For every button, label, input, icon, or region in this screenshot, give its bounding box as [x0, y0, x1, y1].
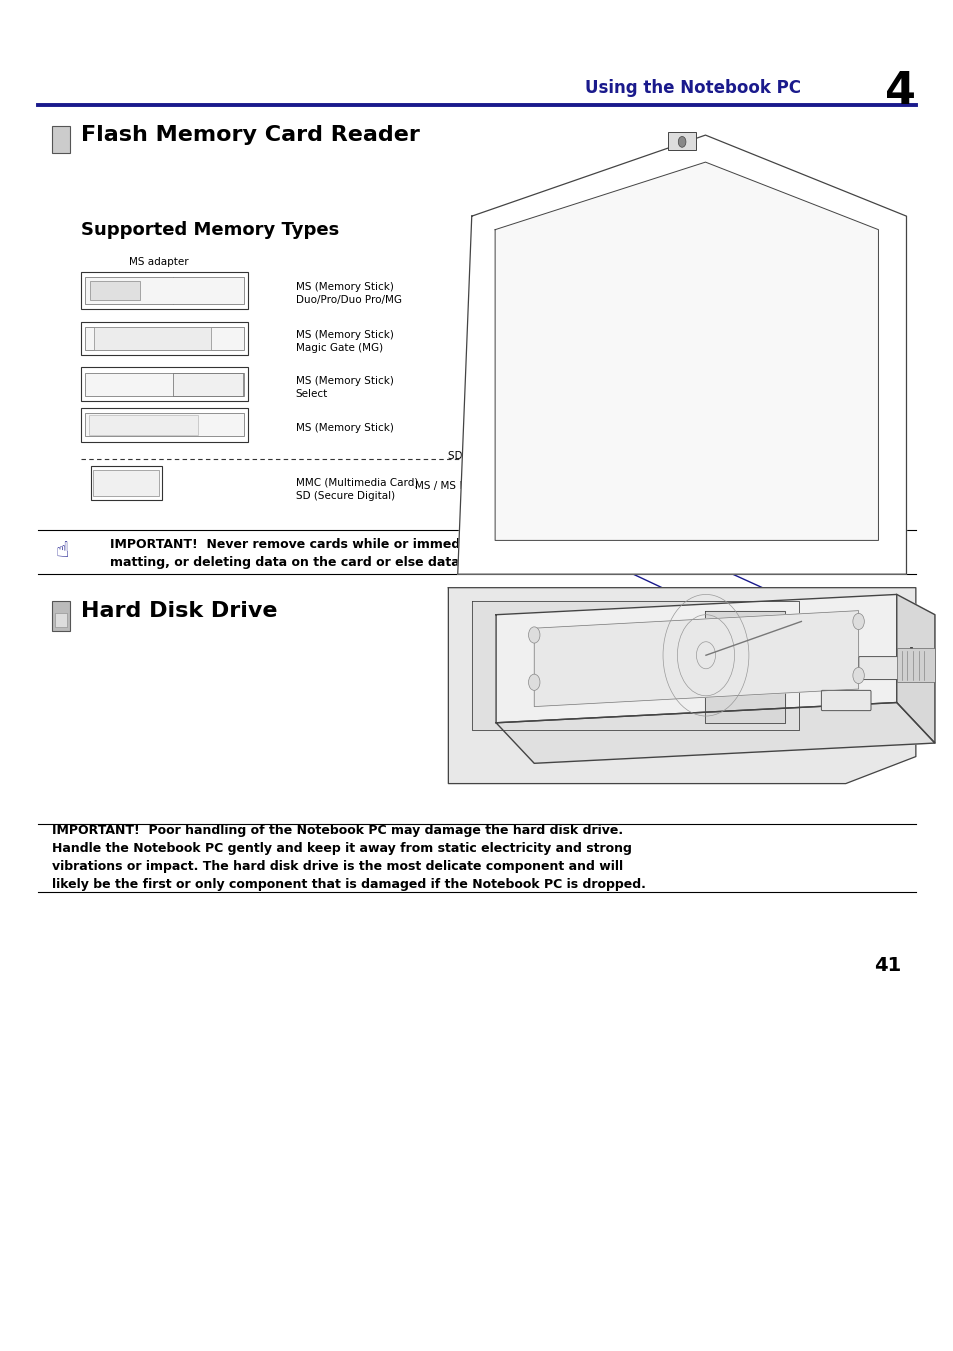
- Polygon shape: [496, 594, 896, 723]
- Circle shape: [528, 627, 539, 643]
- FancyBboxPatch shape: [858, 657, 912, 680]
- FancyBboxPatch shape: [81, 322, 248, 355]
- FancyBboxPatch shape: [55, 613, 67, 627]
- Polygon shape: [896, 594, 934, 743]
- Text: Hard Disk Drive: Hard Disk Drive: [81, 601, 277, 620]
- Polygon shape: [495, 162, 878, 540]
- FancyBboxPatch shape: [90, 281, 139, 300]
- Polygon shape: [457, 135, 905, 574]
- FancyBboxPatch shape: [85, 373, 244, 396]
- FancyBboxPatch shape: [90, 415, 197, 435]
- FancyBboxPatch shape: [85, 413, 244, 436]
- Polygon shape: [704, 611, 784, 723]
- Circle shape: [528, 674, 539, 690]
- Circle shape: [852, 667, 863, 684]
- FancyBboxPatch shape: [81, 367, 248, 401]
- Text: MS (Memory Stick): MS (Memory Stick): [295, 423, 394, 434]
- FancyBboxPatch shape: [821, 690, 870, 711]
- FancyBboxPatch shape: [91, 466, 162, 500]
- Text: 41: 41: [873, 957, 900, 975]
- FancyBboxPatch shape: [93, 470, 159, 496]
- FancyBboxPatch shape: [85, 277, 244, 304]
- Text: 4: 4: [884, 70, 915, 113]
- Text: MS / MS Pro: MS / MS Pro: [415, 481, 887, 694]
- Text: Supported Memory Types: Supported Memory Types: [81, 220, 339, 239]
- Text: MS adapter: MS adapter: [129, 258, 189, 267]
- Text: Flash Memory Card Reader: Flash Memory Card Reader: [81, 126, 419, 145]
- Polygon shape: [471, 601, 798, 730]
- FancyBboxPatch shape: [85, 327, 244, 350]
- Text: IMPORTANT!  Never remove cards while or immediately after reading, copying, for-: IMPORTANT! Never remove cards while or i…: [110, 539, 694, 569]
- Polygon shape: [448, 588, 915, 784]
- Polygon shape: [496, 703, 934, 763]
- Text: IMPORTANT!  Poor handling of the Notebook PC may damage the hard disk drive.
Han: IMPORTANT! Poor handling of the Notebook…: [52, 824, 646, 892]
- FancyBboxPatch shape: [81, 272, 248, 309]
- FancyBboxPatch shape: [52, 601, 70, 631]
- Text: Using the Notebook PC: Using the Notebook PC: [585, 78, 801, 97]
- Text: MS (Memory Stick)
Magic Gate (MG): MS (Memory Stick) Magic Gate (MG): [295, 330, 394, 354]
- Polygon shape: [534, 611, 858, 707]
- FancyBboxPatch shape: [172, 373, 243, 396]
- Text: ☝: ☝: [55, 542, 69, 561]
- Bar: [667, 132, 696, 150]
- Text: MS (Memory Stick)
Duo/Pro/Duo Pro/MG: MS (Memory Stick) Duo/Pro/Duo Pro/MG: [295, 281, 401, 305]
- FancyBboxPatch shape: [81, 408, 248, 442]
- Circle shape: [852, 613, 863, 630]
- Text: MS (Memory Stick)
Select: MS (Memory Stick) Select: [295, 376, 394, 400]
- Text: SD / MMC: SD / MMC: [448, 451, 906, 654]
- Circle shape: [678, 136, 685, 147]
- FancyBboxPatch shape: [94, 327, 211, 350]
- FancyBboxPatch shape: [52, 126, 70, 153]
- FancyBboxPatch shape: [896, 648, 934, 682]
- Text: MMC (Multimedia Card)
SD (Secure Digital): MMC (Multimedia Card) SD (Secure Digital…: [295, 477, 417, 501]
